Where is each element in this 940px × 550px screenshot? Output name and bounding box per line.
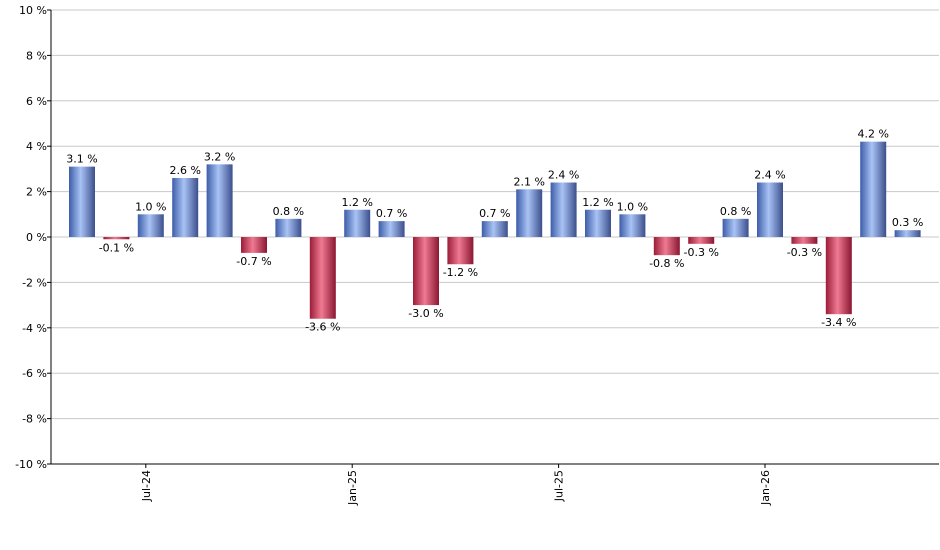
data-label: 0.8 % (720, 205, 751, 218)
y-tick-label: 0 % (26, 231, 47, 244)
y-tick-label: -6 % (22, 367, 47, 380)
y-tick-label: -8 % (22, 413, 47, 426)
y-tick-label: -2 % (22, 276, 47, 289)
bar (69, 166, 95, 237)
data-label: 0.7 % (376, 207, 407, 220)
y-tick-label: 4 % (26, 140, 47, 153)
data-label: 0.7 % (479, 207, 510, 220)
data-label: -0.7 % (236, 255, 271, 268)
data-label: 2.4 % (754, 169, 785, 182)
y-tick-label: -4 % (22, 322, 47, 335)
x-tick-label: Jan-26 (759, 470, 772, 506)
y-axis-tick-labels: 10 % 8 % 6 % 4 % 2 % 0 % -2 % -4 % -6 % -8 % -10 % (15, 4, 47, 471)
y-tick-label: 2 % (26, 186, 47, 199)
data-label: -3.6 % (305, 321, 340, 334)
bar (585, 209, 611, 237)
data-label: 1.2 % (582, 196, 613, 209)
bar (688, 237, 715, 244)
data-label: -3.0 % (408, 307, 443, 320)
axes (47, 9, 939, 468)
bar (275, 218, 302, 237)
x-tick-label: Jul-24 (140, 470, 153, 502)
x-tick-label: Jul-25 (553, 470, 566, 502)
data-label: -0.8 % (649, 257, 684, 270)
data-label: 1.0 % (617, 200, 648, 213)
y-tick-label: -10 % (15, 458, 47, 471)
bar (137, 214, 164, 237)
bar (413, 237, 439, 306)
data-label: 4.2 % (857, 128, 888, 141)
data-label: 1.0 % (135, 200, 166, 213)
y-tick-label: 6 % (26, 95, 47, 108)
data-label: -0.3 % (683, 246, 718, 259)
bar (825, 237, 852, 315)
x-axis-tick-labels: Jul-24 Jan-25 Jul-25 Jan-26 (140, 470, 772, 506)
bar (206, 164, 233, 237)
data-labels: 3.1 % -0.1 % 1.0 % 2.6 % 3.2 % -0.7 % 0.8 % -3.… (66, 128, 923, 334)
data-label: 2.1 % (513, 175, 544, 188)
data-label: 0.8 % (273, 205, 304, 218)
data-label: 1.2 % (341, 196, 372, 209)
bar (757, 182, 783, 237)
bar (172, 177, 199, 237)
bar (481, 221, 508, 237)
bar (550, 182, 577, 237)
bar (791, 237, 818, 244)
data-label: -0.1 % (99, 241, 134, 254)
y-tick-label: 10 % (19, 4, 47, 17)
data-label: 3.1 % (66, 153, 97, 166)
bar (447, 237, 474, 265)
bar (516, 189, 543, 237)
bar (378, 221, 405, 237)
x-tick-label: Jan-25 (346, 470, 359, 506)
bar (619, 214, 646, 237)
bar (309, 237, 336, 319)
data-label: 3.2 % (204, 150, 235, 163)
data-label: 0.3 % (892, 216, 923, 229)
data-label: -3.4 % (821, 316, 856, 329)
bar (241, 237, 267, 253)
data-label: 2.4 % (548, 169, 579, 182)
bar (653, 237, 680, 256)
bars (69, 141, 921, 319)
bar (722, 218, 749, 237)
data-label: -0.3 % (787, 246, 822, 259)
bar (894, 230, 921, 237)
data-label: -1.2 % (443, 266, 478, 279)
data-label: 2.6 % (169, 164, 200, 177)
y-tick-label: 8 % (26, 49, 47, 62)
bar (344, 209, 371, 237)
bar (860, 141, 887, 237)
bar (103, 237, 130, 240)
